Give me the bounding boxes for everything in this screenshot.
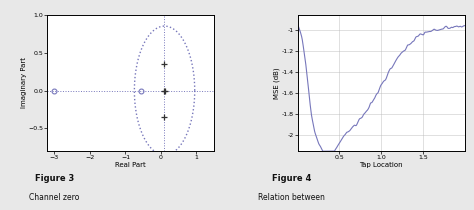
Text: Figure 4: Figure 4 xyxy=(272,174,311,183)
Text: Figure 3: Figure 3 xyxy=(35,174,74,183)
X-axis label: Real Part: Real Part xyxy=(116,162,146,168)
Y-axis label: MSE (dB): MSE (dB) xyxy=(273,67,280,99)
X-axis label: Tap Location: Tap Location xyxy=(359,162,403,168)
Text: Relation between: Relation between xyxy=(258,193,325,202)
Text: Channel zero: Channel zero xyxy=(29,193,80,202)
Y-axis label: Imaginary Part: Imaginary Part xyxy=(21,58,27,108)
